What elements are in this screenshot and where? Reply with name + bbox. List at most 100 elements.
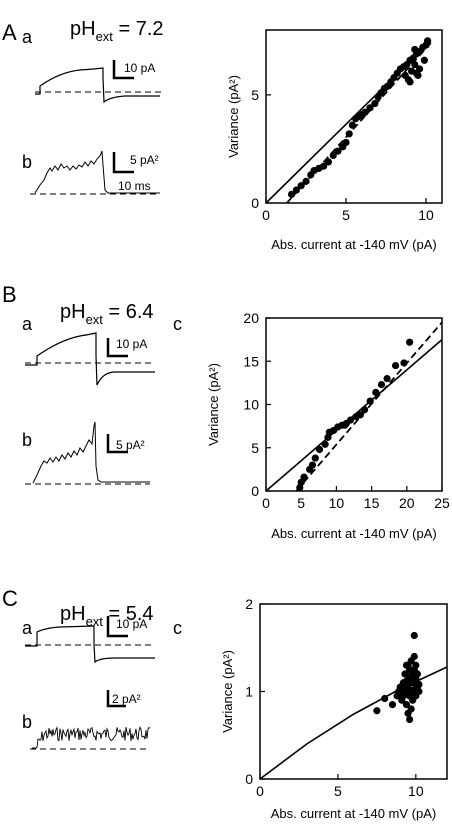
data-point [325, 428, 333, 436]
data-point [360, 406, 369, 414]
data-point [324, 158, 332, 166]
x-axis-label-c: Abs. current at -140 mV (pA) [271, 806, 436, 821]
sublabel-a-b: b [22, 152, 32, 172]
data-point [341, 421, 349, 429]
scale-bar-current-c: 10 pA [106, 616, 147, 638]
data-point [292, 186, 300, 194]
panel-b: B a b c pHext = 6.4 10 pA 5 pA² Variance… [2, 282, 450, 541]
x-tick-label: 0 [262, 207, 270, 223]
data-point [410, 631, 418, 640]
data-point [342, 138, 350, 147]
x-tick-label: 5 [334, 783, 342, 799]
scatter-plot-a: Variance (pA²) Abs. current at -140 mV (… [226, 29, 443, 252]
x-tick-label: 5 [297, 495, 305, 511]
data-point [420, 56, 428, 64]
scale-bar-current-a: 10 pA [112, 60, 155, 80]
y-tick-label: 1 [245, 684, 253, 700]
scale-bar-variance-c: 2 pA² [106, 690, 141, 708]
data-point [411, 45, 419, 54]
data-point [297, 182, 305, 190]
y-tick-label: 5 [251, 87, 259, 103]
x-tick-label: 10 [408, 783, 424, 799]
data-point [346, 416, 355, 424]
data-point [356, 411, 364, 419]
scale-label-variance-a: 5 pA² [130, 153, 159, 167]
data-point [406, 338, 414, 346]
ph-label-a: pHext = 7.2 [70, 18, 164, 44]
scale-bar-current-b: 10 pA [106, 337, 147, 358]
dashed-fit-line [295, 321, 443, 492]
data-point [391, 361, 400, 370]
data-point [383, 374, 391, 383]
data-point [300, 473, 308, 481]
scale-label-time-a: 10 ms [118, 179, 151, 193]
data-point [415, 680, 423, 689]
data-point [366, 104, 374, 112]
variance-trace-a [30, 150, 160, 195]
y-axis-label-b: Variance (pA²) [206, 363, 221, 446]
x-tick-label: 10 [329, 495, 345, 511]
x-tick-label: 5 [342, 207, 350, 223]
data-point [320, 162, 328, 170]
current-trace-a [35, 67, 162, 104]
scale-label-current-b: 10 pA [116, 337, 147, 351]
y-axis-label-a: Variance (pA²) [226, 75, 241, 158]
data-point [388, 701, 397, 709]
data-point [407, 672, 415, 680]
y-tick-label: 20 [243, 310, 259, 326]
data-point [315, 445, 324, 454]
data-point [334, 147, 342, 155]
data-point [348, 121, 356, 129]
plot-frame [265, 29, 443, 204]
panel-letter-b: B [2, 282, 17, 307]
scatter-letter-b: c [173, 314, 182, 334]
y-tick-label: 10 [243, 397, 259, 413]
current-trace-c [25, 625, 155, 664]
data-point [400, 359, 408, 367]
x-tick-label: 0 [262, 495, 270, 511]
data-point [366, 397, 374, 405]
data-point [329, 151, 337, 160]
data-point [288, 190, 296, 198]
data-point [411, 61, 419, 69]
data-point [401, 670, 409, 678]
x-tick-label: 15 [364, 495, 380, 511]
panel-letter-c: C [2, 586, 18, 611]
data-point [402, 661, 411, 669]
plot-frame [265, 317, 443, 492]
data-point [406, 715, 414, 724]
x-axis-label-a: Abs. current at -140 mV (pA) [271, 237, 436, 252]
data-point [321, 440, 329, 448]
sublabel-c-a: a [22, 618, 33, 638]
x-tick-label: 0 [256, 783, 264, 799]
scatter-letter-c: c [173, 618, 182, 638]
data-point [401, 71, 409, 80]
y-tick-label: 0 [251, 195, 259, 211]
scale-bar-variance-b: 5 pA² [106, 434, 145, 454]
variance-trace-c [30, 726, 151, 750]
data-point [311, 454, 319, 462]
data-point [371, 99, 379, 108]
scatter-plot-c: Variance (pA²) Abs. current at -140 mV (… [220, 596, 448, 821]
data-point [361, 108, 369, 116]
data-point [401, 679, 409, 687]
data-point [372, 388, 380, 396]
panel-c: C a b c pHext = 5.4 10 pA 2 pA² Variance… [2, 586, 448, 821]
scale-label-current-c: 10 pA [116, 617, 147, 631]
data-point [415, 687, 423, 696]
data-point [407, 705, 415, 713]
y-tick-label: 5 [251, 440, 259, 456]
ph-label-b: pHext = 6.4 [60, 301, 154, 327]
data-point [424, 37, 432, 45]
scale-bar-variance-a: 5 pA² 10 ms [112, 152, 159, 193]
panel-letter-a: A [2, 20, 17, 45]
sublabel-c-b: b [22, 712, 32, 732]
x-tick-label: 10 [418, 207, 434, 223]
data-point [345, 130, 353, 138]
current-trace-b [25, 332, 155, 386]
scale-label-variance-c: 2 pA² [112, 692, 141, 706]
sublabel-a-a: a [22, 27, 33, 47]
scale-label-variance-b: 5 pA² [116, 438, 145, 452]
panel-a: A a b pHext = 7.2 10 pA 5 pA² 10 ms Vari… [2, 18, 443, 252]
